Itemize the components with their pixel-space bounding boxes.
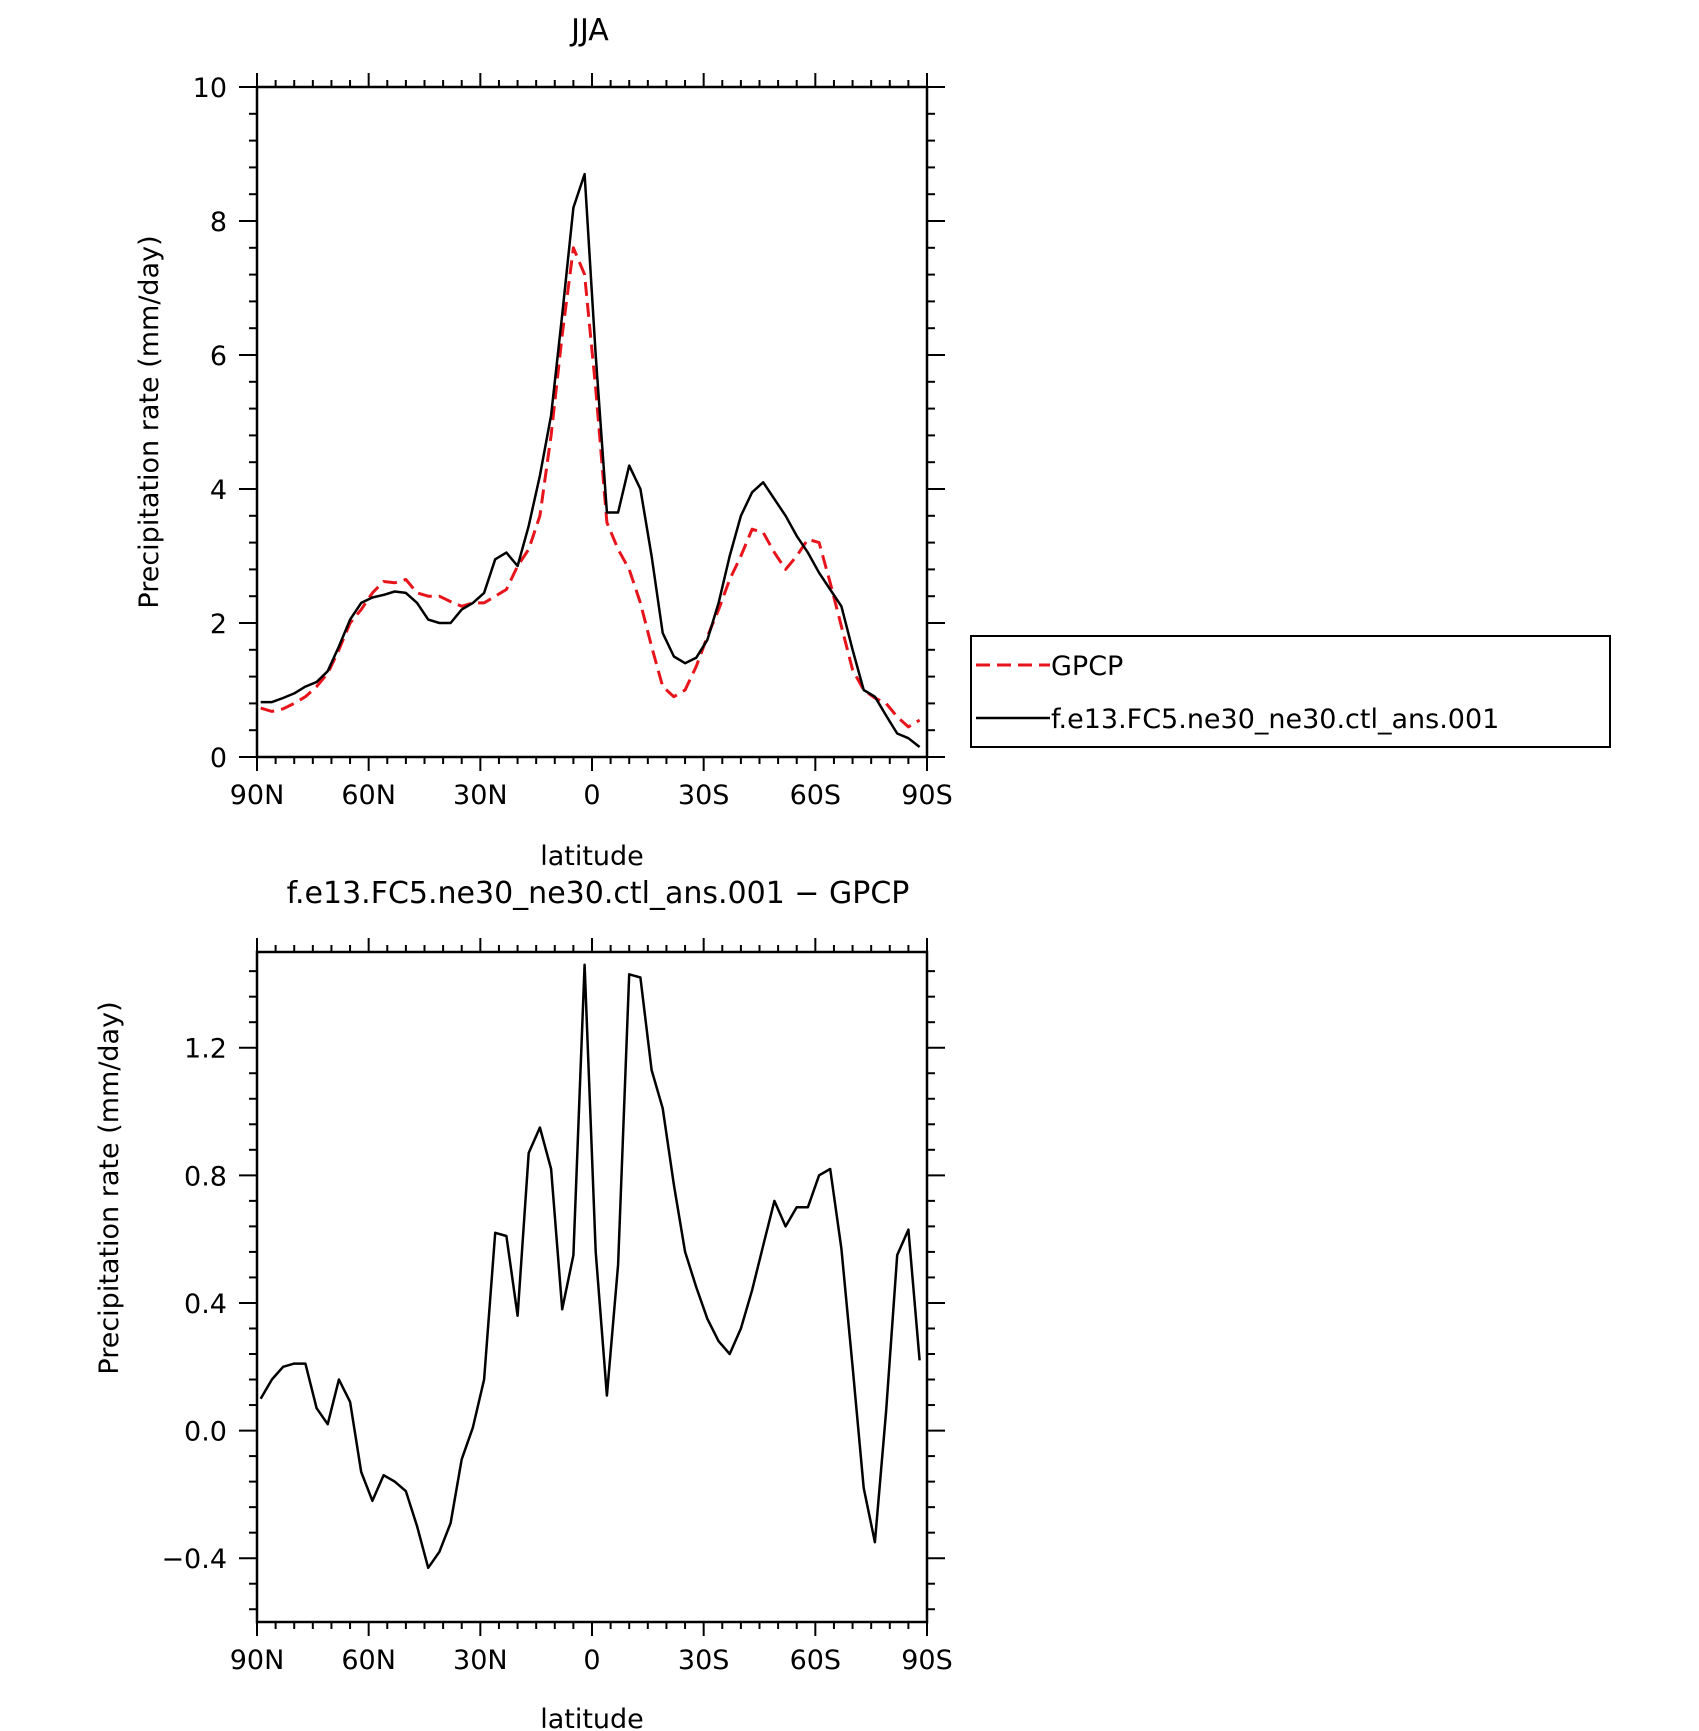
- top-y-axis-label: Precipitation rate (mm/day): [134, 235, 165, 608]
- bottom-chart-title: f.e13.FC5.ne30_ne30.ctl_ans.001 − GPCP: [287, 876, 910, 911]
- top-series-line-2: [260, 172, 921, 748]
- top-y-tick-label: 6: [210, 341, 227, 372]
- top-y-tick-label: 0: [210, 743, 227, 774]
- bottom-plot-frame: [255, 950, 929, 1624]
- bottom-x-tick-label: 30S: [678, 1645, 730, 1676]
- bottom-y-tick-label: 0.8: [184, 1161, 227, 1192]
- bottom-x-tick-label: 30N: [453, 1645, 508, 1676]
- top-x-axis-label: latitude: [540, 841, 644, 872]
- bottom-x-tick-label: 0: [583, 1645, 600, 1676]
- top-y-tick-label: 10: [193, 73, 227, 104]
- legend-label-model: f.e13.FC5.ne30_ne30.ctl_ans.001: [1051, 704, 1499, 735]
- bottom-series-line-1: [259, 963, 921, 1570]
- top-series-line-1: [260, 246, 921, 729]
- top-x-tick-label: 30N: [453, 780, 508, 811]
- bottom-y-axis-label: Precipitation rate (mm/day): [94, 1001, 125, 1374]
- top-y-tick-label: 2: [210, 609, 227, 640]
- bottom-x-tick-label: 60N: [341, 1645, 396, 1676]
- legend: GPCP f.e13.FC5.ne30_ne30.ctl_ans.001: [970, 635, 1611, 748]
- bottom-x-tick-label: 90S: [901, 1645, 953, 1676]
- top-x-tick-label: 90S: [901, 780, 953, 811]
- top-y-tick-label: 4: [210, 475, 227, 506]
- legend-label-gpcp: GPCP: [1051, 651, 1123, 682]
- legend-box: [970, 635, 1611, 748]
- top-x-tick-label: 60N: [341, 780, 396, 811]
- bottom-x-tick-label: 90N: [230, 1645, 285, 1676]
- bottom-y-tick-label: 0.4: [184, 1289, 227, 1320]
- bottom-panel: f.e13.FC5.ne30_ne30.ctl_ans.001 − GPCP 9…: [94, 876, 953, 1731]
- bottom-y-tick-label: 1.2: [184, 1034, 227, 1065]
- top-chart-title: JJA: [569, 13, 609, 48]
- bottom-x-axis-label: latitude: [540, 1704, 644, 1731]
- bottom-y-tick-label: 0.0: [184, 1417, 227, 1448]
- top-x-tick-label: 60S: [790, 780, 842, 811]
- top-x-tick-label: 0: [583, 780, 600, 811]
- top-y-tick-label: 8: [210, 207, 227, 238]
- top-x-tick-label: 90N: [230, 780, 285, 811]
- bottom-x-tick-label: 60S: [790, 1645, 842, 1676]
- top-x-tick-label: 30S: [678, 780, 730, 811]
- bottom-y-tick-label: −0.4: [161, 1544, 227, 1575]
- top-plot-frame: [255, 85, 929, 759]
